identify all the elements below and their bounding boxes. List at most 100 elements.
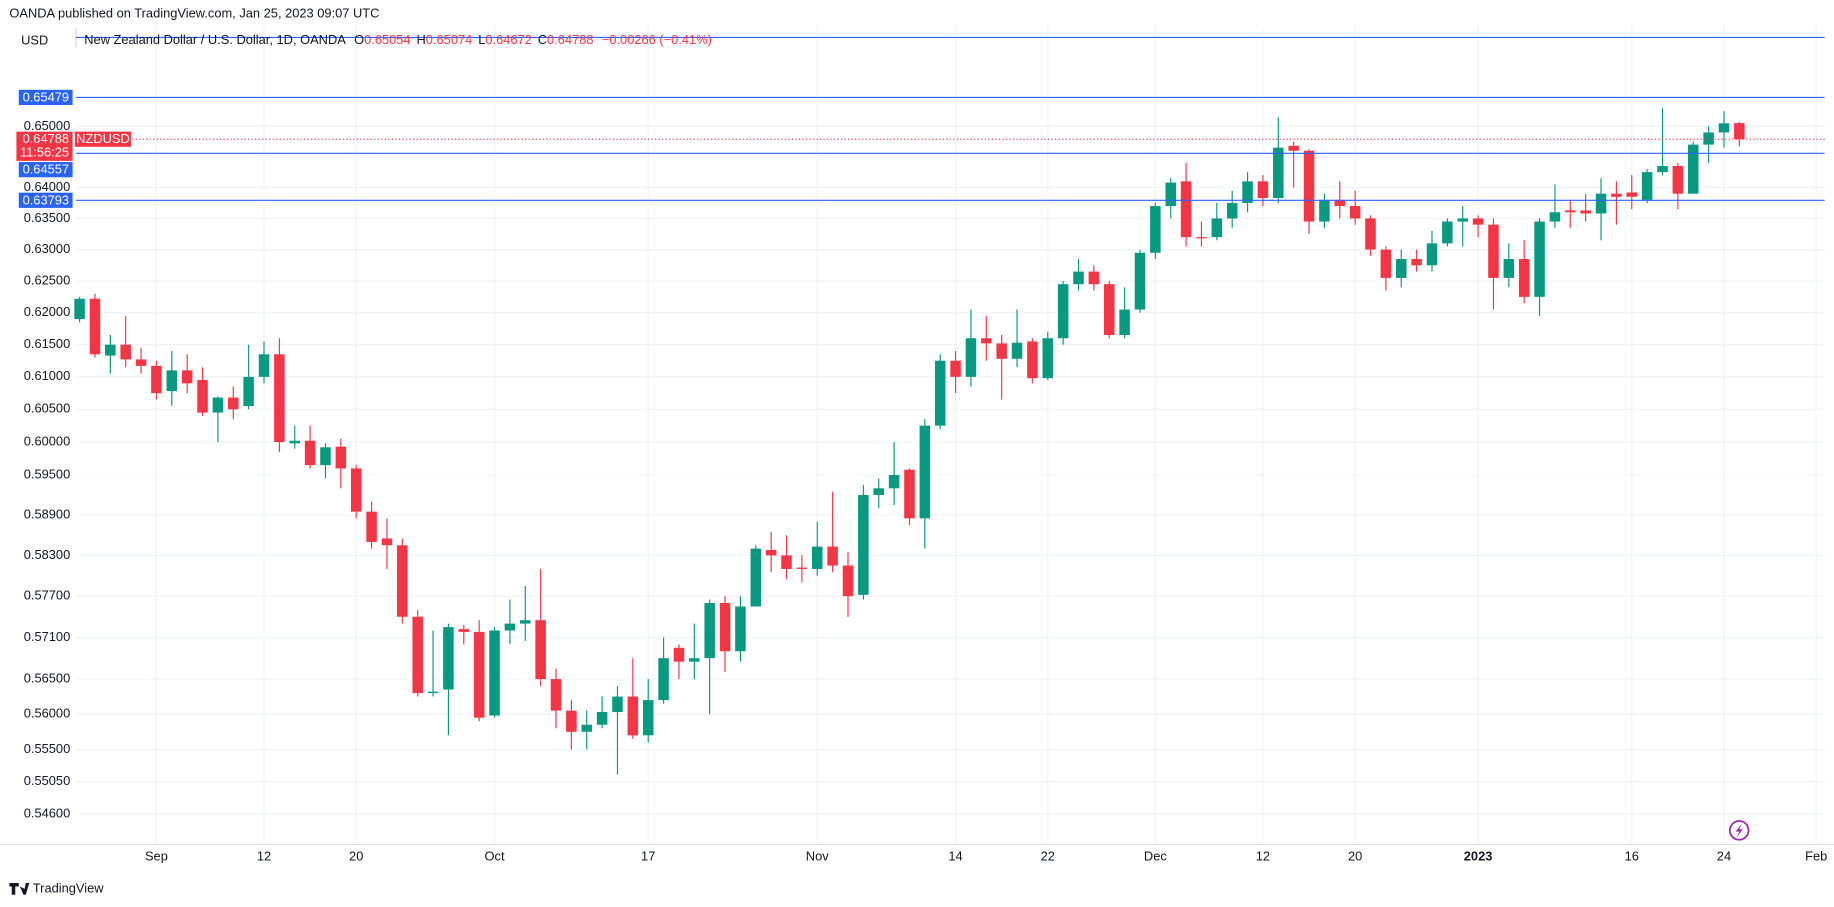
legend-value: 0.64672: [485, 32, 531, 47]
candle-body: [197, 380, 208, 413]
candle-body: [1211, 218, 1223, 238]
price-label: 0.64788: [23, 131, 69, 146]
y-tick-label: 0.62500: [24, 272, 70, 287]
brand-logo: TradingView: [9, 880, 104, 895]
y-tick-label: 0.59500: [24, 466, 70, 481]
icon-ring[interactable]: [1728, 820, 1750, 841]
y-tick-label: 0.58900: [24, 506, 70, 521]
price-label-box: [16, 131, 73, 161]
hline-label: 0.65479: [23, 89, 69, 104]
candle-body: [612, 696, 623, 713]
legend-key: C: [538, 32, 547, 47]
candle-body: [1319, 199, 1330, 222]
candle-body: [996, 343, 1007, 359]
candle-body: [842, 565, 854, 597]
candle-body: [489, 630, 500, 716]
x-tick-label: 2023: [1464, 849, 1493, 864]
candle-body: [89, 298, 101, 355]
candle-body: [689, 658, 700, 662]
candle-body: [1534, 221, 1545, 297]
candle-body: [1672, 166, 1684, 194]
x-tick-label: 12: [1256, 849, 1270, 864]
y-tick-label: 0.64000: [24, 179, 70, 194]
candle-body: [1042, 338, 1054, 379]
brand-name: TradingView: [33, 880, 104, 895]
replay-icon[interactable]: [1728, 820, 1750, 841]
x-tick-label: Nov: [806, 849, 829, 864]
y-tick-label: 0.57700: [24, 588, 70, 603]
candle-body: [873, 488, 884, 495]
candle-body: [135, 359, 147, 366]
candle-body: [1165, 182, 1176, 207]
y-tick-label: 0.61500: [24, 336, 70, 351]
symbol-label-box: [74, 131, 132, 147]
y-tick-label: 0.58300: [24, 547, 70, 562]
candle-body: [1226, 202, 1238, 219]
candle-body: [427, 691, 439, 694]
candle-body: [535, 620, 546, 680]
candle-body: [627, 696, 639, 736]
candle-body: [1734, 123, 1745, 140]
overlay: 0.65000 0.64000 0.63500 0.63000 0.62500 0.620…: [16, 89, 1827, 864]
candle-body: [350, 468, 362, 512]
symbol-label: NZDUSD: [76, 131, 130, 146]
candle-body: [919, 425, 931, 519]
candle-body: [412, 616, 423, 694]
y-tick-label: 0.63000: [24, 241, 70, 256]
candle-body: [735, 606, 746, 652]
icon-bolt[interactable]: [1735, 823, 1743, 838]
candle-body: [581, 724, 593, 732]
candle-body: [1488, 224, 1499, 278]
candle-body: [473, 631, 485, 718]
candle-body: [1411, 259, 1422, 266]
candle-body: [1457, 218, 1468, 222]
candle-body: [304, 440, 316, 466]
candle-body: [1611, 193, 1622, 197]
candle-body: [1380, 249, 1392, 278]
y-tick-label: 0.56500: [24, 670, 70, 685]
candle-body: [1242, 181, 1253, 203]
candle-body: [74, 298, 85, 320]
published-note: OANDA published on TradingView.com, Jan …: [9, 5, 379, 20]
x-tick-label: Dec: [1144, 849, 1167, 864]
candle-body: [258, 354, 270, 377]
candle-body: [642, 700, 654, 736]
candle-body: [811, 546, 823, 569]
candle-body: [1180, 181, 1192, 238]
candle-body: [904, 469, 915, 519]
candle-body: [1626, 192, 1638, 197]
candle-body: [704, 603, 715, 659]
legend-value: 0.64788: [547, 32, 593, 47]
candle-body: [1273, 147, 1284, 199]
candle-body: [1503, 259, 1515, 278]
candle-body: [934, 360, 946, 426]
x-tick-label: 12: [257, 849, 271, 864]
candle-body: [981, 338, 992, 344]
y-tick-label: 0.60500: [24, 401, 70, 416]
candle-body: [504, 623, 516, 631]
legend-key: L: [478, 32, 485, 47]
x-tick-label: 17: [641, 849, 655, 864]
candle-body: [750, 548, 762, 607]
candle-body: [105, 344, 116, 356]
currency: USD: [21, 32, 48, 47]
symbol-legend: New Zealand Dollar / U.S. Dollar, 1D, OA…: [84, 32, 712, 47]
y-tick-label: 0.62000: [24, 304, 70, 319]
candle-body: [1150, 206, 1161, 253]
candle-body: [1257, 181, 1269, 199]
hline-label: 0.64557: [23, 162, 69, 177]
candle-body: [888, 475, 900, 489]
x-tick-label: Feb: [1805, 849, 1827, 864]
candle-body: [1641, 172, 1653, 200]
legend-key: O: [354, 32, 364, 47]
candle-body: [166, 370, 178, 392]
hline-label-box: [18, 162, 73, 178]
candle-body: [151, 365, 162, 394]
hline-label: 0.63793: [23, 192, 69, 207]
hline-label-box: [18, 89, 73, 106]
candle-body: [1365, 218, 1376, 250]
candle-body: [858, 494, 869, 595]
candle-body: [827, 546, 838, 566]
